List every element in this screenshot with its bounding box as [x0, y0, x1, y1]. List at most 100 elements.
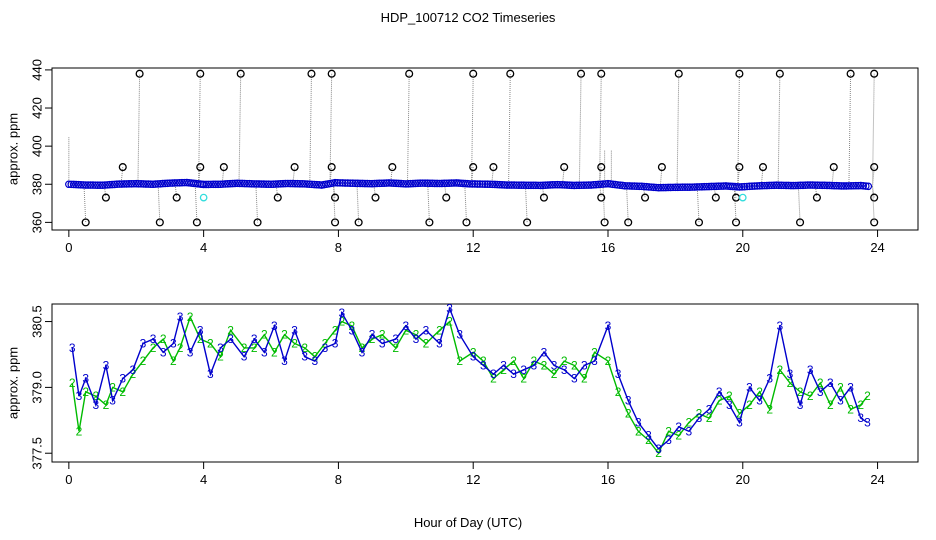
series-3-point-label: 3 [591, 354, 598, 368]
baseline-marker [125, 180, 133, 188]
baseline-marker [652, 183, 660, 192]
baseline-marker [582, 181, 591, 189]
baseline-marker [142, 180, 150, 188]
baseline-marker [673, 183, 682, 192]
baseline-marker [558, 181, 567, 189]
series-3-point-label: 3 [500, 358, 507, 372]
spike-high-marker [327, 69, 336, 78]
baseline-marker [365, 179, 374, 188]
series-3-point-label: 3 [706, 402, 713, 416]
x-tick-label: 12 [466, 472, 480, 487]
baseline-marker [837, 182, 846, 190]
series-3-point-label: 3 [605, 319, 612, 333]
spike-low-marker [600, 218, 609, 227]
baseline-marker [488, 180, 497, 189]
baseline-marker [642, 182, 651, 191]
series-2-point-label: 2 [490, 372, 497, 386]
spike-mid-marker [829, 163, 838, 172]
baseline-marker [262, 180, 271, 188]
series-2-point-label: 2 [787, 376, 794, 390]
series-2-point-label: 2 [187, 310, 194, 324]
baseline-marker [416, 179, 425, 188]
baseline-marker [787, 181, 795, 190]
spike-high-line [329, 73, 333, 183]
baseline-marker [255, 180, 263, 188]
series-2-point-label: 2 [541, 358, 548, 372]
baseline-marker [649, 183, 658, 192]
series-3-point-label: 3 [716, 385, 723, 399]
spike-mid-low-marker [442, 193, 451, 202]
baseline-marker [209, 180, 218, 189]
baseline-marker [510, 181, 518, 189]
series-2-point-label: 2 [531, 354, 538, 368]
series-2-point-label: 2 [655, 446, 662, 460]
series-2-point-label: 2 [413, 328, 420, 342]
baseline-marker [74, 180, 83, 189]
series-3-point-label: 3 [635, 416, 642, 430]
spike-low-marker [331, 218, 340, 227]
baseline-marker [601, 180, 610, 188]
baseline-marker [375, 179, 384, 188]
spike-mid-low-marker [641, 193, 650, 202]
spike-mid-low-marker [711, 193, 720, 202]
cyan-marker [738, 193, 747, 202]
baseline-marker [333, 179, 342, 187]
baseline-marker [546, 181, 555, 189]
spike-high-line [137, 73, 141, 184]
baseline-marker [529, 181, 538, 190]
series-3-point-label: 3 [615, 367, 622, 381]
baseline-marker [621, 181, 629, 190]
series-3-point-label: 3 [490, 367, 497, 381]
baseline-marker [481, 180, 489, 188]
baseline-marker [158, 179, 167, 188]
series-2-point-label: 2 [686, 416, 693, 430]
series-3-point-label: 3 [531, 358, 538, 372]
series-3-point-label: 3 [675, 420, 682, 434]
series-3-point-label: 3 [817, 385, 824, 399]
spike-high-marker [735, 69, 744, 78]
series-3-point-label: 3 [322, 341, 329, 355]
baseline-marker [348, 179, 357, 188]
baseline-marker [849, 181, 858, 190]
spike-mid-marker [118, 163, 127, 172]
baseline-marker [556, 180, 564, 189]
baseline-marker [216, 180, 225, 189]
series-3-point-label: 3 [756, 394, 763, 408]
spike-mid-line [659, 167, 663, 188]
baseline-marker [281, 179, 290, 188]
y-tick-label: 380 [29, 173, 44, 195]
baseline-marker [154, 180, 162, 188]
baseline-marker [98, 181, 107, 190]
series-2-point-label: 2 [625, 407, 632, 421]
baseline-marker [65, 180, 73, 189]
baseline-marker [168, 179, 177, 187]
baseline-marker [387, 179, 396, 187]
baseline-marker [580, 181, 588, 189]
baseline-marker [101, 181, 109, 189]
spike-high-marker [236, 69, 245, 78]
series-3-point-label: 3 [261, 345, 268, 359]
spike-low-marker [462, 218, 471, 227]
series-3-point-label: 3 [726, 398, 733, 412]
baseline-marker [654, 183, 663, 192]
x-tick-label: 0 [65, 240, 72, 255]
baseline-marker [298, 180, 307, 188]
baseline-marker [409, 179, 417, 188]
y-axis-label: approx. ppm [5, 347, 20, 419]
baseline-marker [563, 181, 571, 189]
baseline-marker [310, 180, 319, 189]
baseline-marker [115, 180, 124, 188]
baseline-marker [659, 183, 668, 192]
series-2-point-label: 2 [500, 363, 507, 377]
baseline-marker [260, 180, 268, 188]
baseline-marker [161, 179, 169, 188]
baseline-marker [211, 180, 220, 189]
baseline-marker [428, 179, 437, 188]
series-3-point-label: 3 [837, 394, 844, 408]
baseline-marker [440, 179, 449, 188]
baseline-marker [830, 181, 839, 190]
series-2-point-label: 2 [605, 354, 612, 368]
spike-high-marker [196, 69, 205, 78]
baseline-marker [79, 181, 88, 189]
baseline-marker [96, 181, 104, 189]
